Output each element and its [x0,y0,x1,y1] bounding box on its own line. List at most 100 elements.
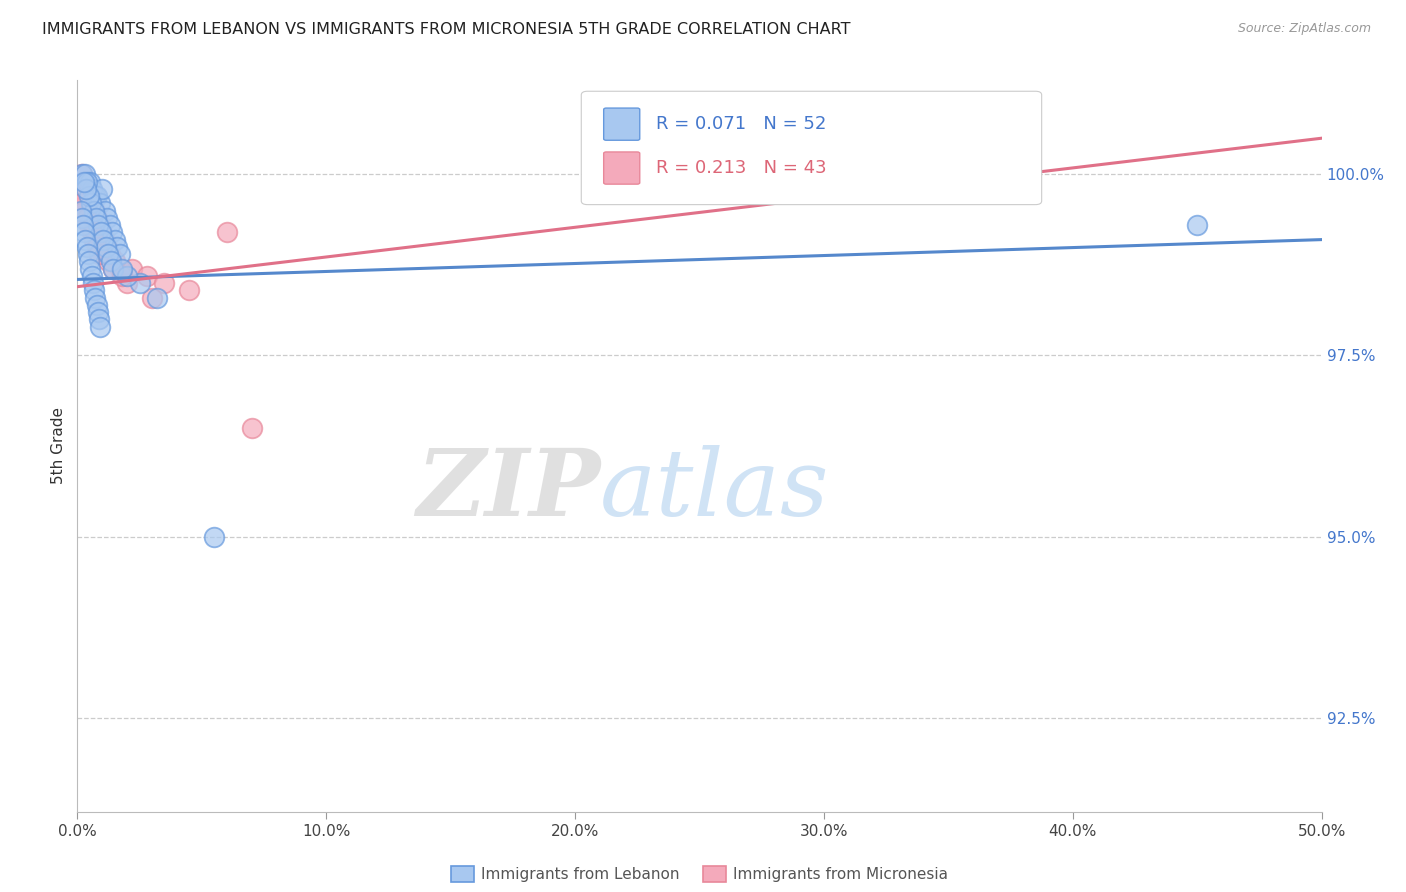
Text: ZIP: ZIP [416,445,600,535]
Point [84,211,107,225]
Point [240,421,263,435]
Point [80,225,103,239]
Point [93,233,115,247]
Text: Source: ZipAtlas.com: Source: ZipAtlas.com [1237,22,1371,36]
Point [90,240,112,254]
Point [93,203,115,218]
Point [104,233,127,247]
Text: IMMIGRANTS FROM LEBANON VS IMMIGRANTS FROM MICRONESIA 5TH GRADE CORRELATION CHAR: IMMIGRANTS FROM LEBANON VS IMMIGRANTS FR… [42,22,851,37]
Point [86,189,108,203]
Point [83,283,105,297]
Point [96,240,118,254]
Point [103,261,125,276]
Point [108,261,131,276]
Point [105,240,128,254]
Point [80,211,103,225]
FancyBboxPatch shape [603,152,640,184]
Point [86,298,108,312]
Text: R = 0.071   N = 52: R = 0.071 N = 52 [657,115,827,133]
Point [153,276,176,290]
Point [89,247,111,261]
FancyBboxPatch shape [603,108,640,140]
Point [76,182,98,196]
Point [1187,218,1209,232]
Point [72,168,94,182]
Point [108,247,131,261]
Point [115,276,138,290]
Point [77,189,100,203]
Point [79,189,101,203]
Point [89,218,111,232]
Point [87,305,110,319]
Point [141,291,163,305]
Point [84,225,107,239]
Point [76,240,98,254]
Point [96,211,118,225]
Point [128,276,150,290]
Point [73,203,96,218]
Point [104,254,127,268]
Point [179,283,201,297]
Point [76,247,98,261]
Y-axis label: 5th Grade: 5th Grade [51,408,66,484]
Point [93,247,115,261]
Point [70,196,93,211]
Point [89,319,111,334]
Point [80,196,103,211]
Point [86,211,108,225]
Point [83,233,105,247]
Point [100,254,122,268]
Point [79,175,101,189]
Point [146,291,169,305]
Point [70,182,93,196]
Point [83,189,105,203]
Point [93,233,115,247]
Text: atlas: atlas [600,445,830,535]
Point [82,182,104,196]
Point [89,312,111,326]
Point [72,168,94,182]
Point [76,211,98,225]
Point [75,182,97,196]
Point [84,291,107,305]
Point [77,254,100,268]
Point [70,211,93,225]
Point [121,261,143,276]
Point [70,203,93,218]
Point [101,225,124,239]
Point [202,529,225,543]
Point [79,261,101,276]
Point [111,261,134,276]
Point [77,218,100,232]
Point [80,268,103,283]
Point [98,247,121,261]
Point [82,196,104,211]
Point [83,203,105,218]
Text: R = 0.213   N = 43: R = 0.213 N = 43 [657,159,827,177]
Point [89,196,111,211]
Point [73,225,96,239]
Point [73,175,96,189]
Point [215,225,238,239]
Point [91,182,114,196]
FancyBboxPatch shape [581,91,1042,204]
Point [87,218,110,232]
Point [72,218,94,232]
Point [83,203,105,218]
Point [73,168,96,182]
Point [75,196,97,211]
Point [97,247,120,261]
Point [77,203,100,218]
Point [103,261,125,276]
Point [91,225,114,239]
Point [76,175,98,189]
Point [136,268,159,283]
Point [72,175,94,189]
Point [97,254,120,268]
Point [115,268,138,283]
Point [82,276,104,290]
Point [72,189,94,203]
Point [75,233,97,247]
Point [94,240,117,254]
Point [90,225,112,239]
